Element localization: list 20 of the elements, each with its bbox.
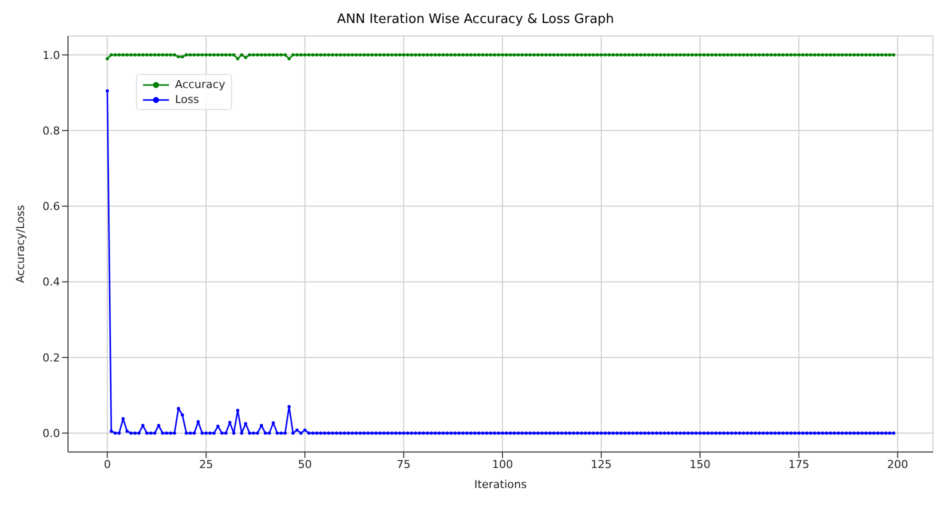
y-axis-title: Accuracy/Loss bbox=[14, 204, 27, 284]
x-tick-label: 150 bbox=[690, 458, 711, 471]
y-tick-label: 0.8 bbox=[42, 124, 60, 138]
x-tick-label: 0 bbox=[104, 458, 111, 471]
x-tick-label: 100 bbox=[492, 458, 513, 471]
y-tick-label: 0.0 bbox=[42, 426, 60, 440]
x-tick-label: 175 bbox=[788, 458, 810, 471]
x-tick-label: 200 bbox=[887, 458, 908, 471]
legend-label: Accuracy bbox=[175, 77, 226, 92]
x-axis-title: Iterations bbox=[474, 478, 527, 491]
x-tick-label: 125 bbox=[590, 458, 612, 471]
legend-label: Loss bbox=[175, 92, 200, 107]
y-tick-label: 0.2 bbox=[42, 351, 60, 364]
x-tick-label: 75 bbox=[396, 458, 411, 471]
y-tick-label: 0.4 bbox=[42, 276, 60, 289]
chart-title: ANN Iteration Wise Accuracy & Loss Graph bbox=[336, 12, 616, 27]
x-tick-label: 50 bbox=[298, 458, 312, 471]
y-tick-label: 1.0 bbox=[42, 48, 60, 62]
x-tick-label: 25 bbox=[199, 458, 214, 471]
y-tick-label: 0.6 bbox=[42, 200, 60, 214]
